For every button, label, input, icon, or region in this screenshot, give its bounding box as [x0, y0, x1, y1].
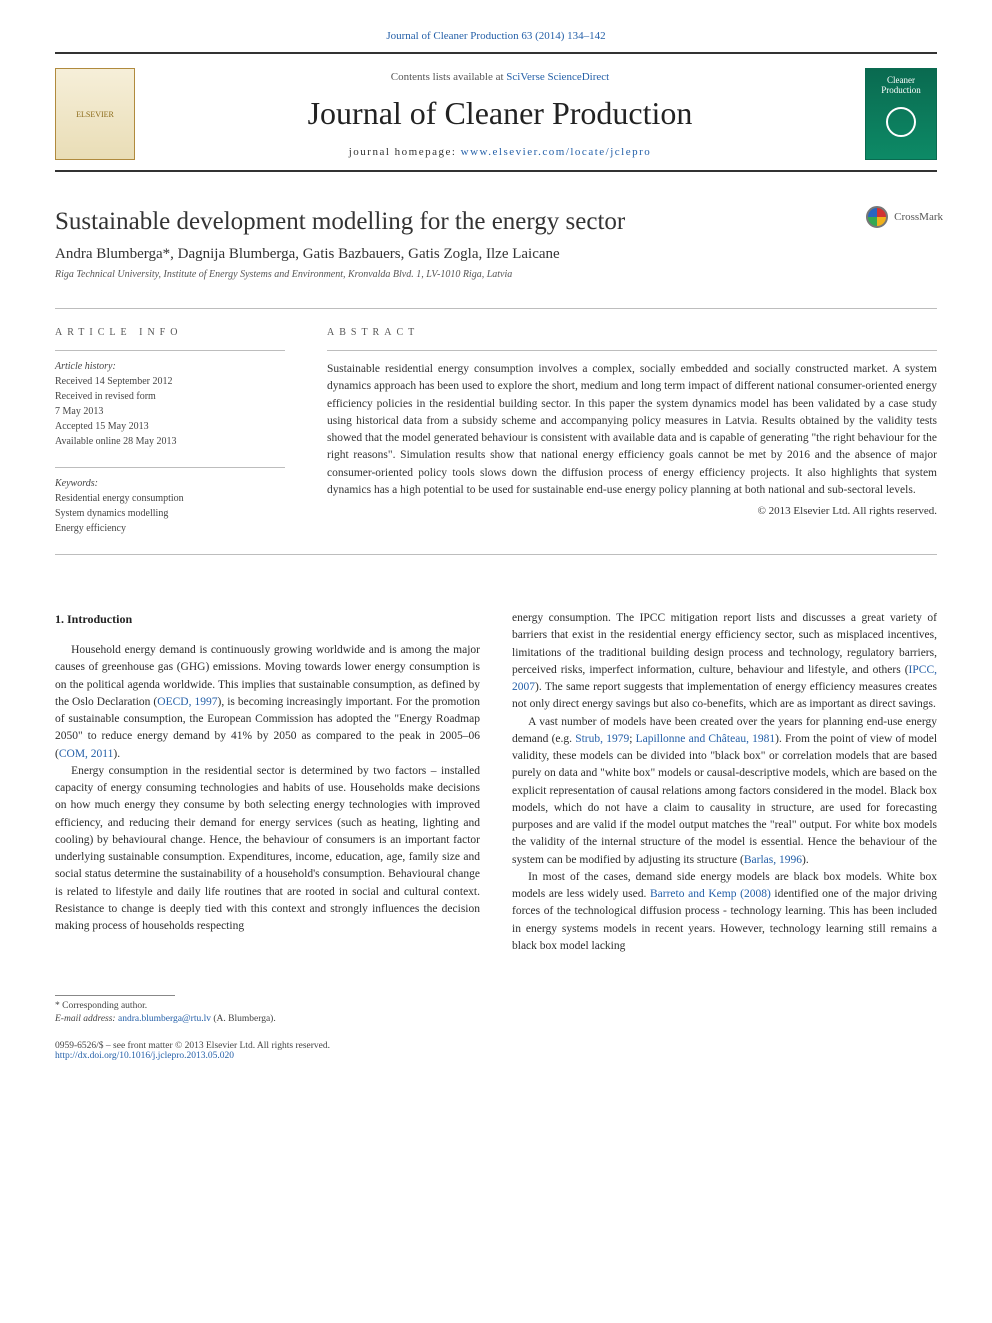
sciencedirect-link[interactable]: SciVerse ScienceDirect	[506, 71, 609, 83]
cover-line2: Production	[881, 85, 921, 95]
meta-row: ARTICLE INFO Article history: Received 1…	[55, 327, 937, 536]
paragraph: In most of the cases, demand side energy…	[512, 869, 937, 955]
history-accepted: Accepted 15 May 2013	[55, 419, 285, 434]
column-left: 1. Introduction Household energy demand …	[55, 610, 480, 955]
history-online: Available online 28 May 2013	[55, 434, 285, 449]
abstract-copyright: © 2013 Elsevier Ltd. All rights reserved…	[327, 505, 937, 517]
article-title: Sustainable development modelling for th…	[55, 208, 937, 236]
paragraph: A vast number of models have been create…	[512, 714, 937, 869]
section-heading: 1. Introduction	[55, 610, 480, 628]
email-tail: (A. Blumberga).	[211, 1014, 276, 1024]
keywords-block: Keywords: Residential energy consumption…	[55, 467, 285, 536]
history-block: Article history: Received 14 September 2…	[55, 350, 285, 449]
divider	[55, 554, 937, 555]
journal-name: Journal of Cleaner Production	[153, 95, 847, 132]
citation-link[interactable]: Lapillonne and Château, 1981	[636, 733, 776, 745]
contents-line: Contents lists available at SciVerse Sci…	[153, 71, 847, 83]
history-received: Received 14 September 2012	[55, 374, 285, 389]
keyword-3: Energy efficiency	[55, 521, 285, 536]
abstract-column: ABSTRACT Sustainable residential energy …	[327, 327, 937, 536]
cover-line1: Cleaner	[887, 75, 915, 85]
elsevier-logo-label: ELSEVIER	[76, 110, 114, 119]
citation-link[interactable]: OECD, 1997	[157, 696, 217, 708]
citation-link[interactable]: COM, 2011	[59, 748, 114, 760]
homepage-link[interactable]: www.elsevier.com/locate/jclepro	[461, 146, 652, 158]
citation-link[interactable]: Strub, 1979	[575, 733, 629, 745]
keywords-label: Keywords:	[55, 476, 285, 491]
front-matter-copyright: 0959-6526/$ – see front matter © 2013 El…	[55, 1041, 937, 1051]
cover-ring-icon	[886, 107, 916, 137]
article-info-column: ARTICLE INFO Article history: Received 1…	[55, 327, 285, 536]
keyword-2: System dynamics modelling	[55, 506, 285, 521]
author-list: Andra Blumberga*, Dagnija Blumberga, Gat…	[55, 246, 937, 263]
abstract-label: ABSTRACT	[327, 327, 937, 338]
journal-cover-thumbnail: Cleaner Production	[865, 68, 937, 160]
title-block: CrossMark Sustainable development modell…	[55, 208, 937, 280]
contents-prefix: Contents lists available at	[391, 71, 506, 83]
abstract-text: Sustainable residential energy consumpti…	[327, 350, 937, 499]
affiliation: Riga Technical University, Institute of …	[55, 269, 937, 280]
history-revised-2: 7 May 2013	[55, 404, 285, 419]
crossmark-badge[interactable]: CrossMark	[866, 206, 943, 228]
email-line: E-mail address: andra.blumberga@rtu.lv (…	[55, 1013, 937, 1026]
doi-link[interactable]: http://dx.doi.org/10.1016/j.jclepro.2013…	[55, 1051, 937, 1061]
crossmark-label: CrossMark	[894, 211, 943, 223]
footer: * Corresponding author. E-mail address: …	[55, 995, 937, 1061]
citation-link[interactable]: Barlas, 1996	[744, 854, 802, 866]
history-revised-1: Received in revised form	[55, 389, 285, 404]
masthead-center: Contents lists available at SciVerse Sci…	[153, 71, 847, 158]
corresponding-author-note: * Corresponding author.	[55, 1000, 937, 1013]
keyword-1: Residential energy consumption	[55, 491, 285, 506]
paragraph: Energy consumption in the residential se…	[55, 763, 480, 936]
divider	[55, 308, 937, 309]
email-label: E-mail address:	[55, 1014, 118, 1024]
crossmark-icon	[866, 206, 888, 228]
journal-homepage: journal homepage: www.elsevier.com/locat…	[153, 146, 847, 158]
paragraph: energy consumption. The IPCC mitigation …	[512, 610, 937, 714]
top-citation: Journal of Cleaner Production 63 (2014) …	[55, 30, 937, 42]
body-columns: 1. Introduction Household energy demand …	[55, 610, 937, 955]
article-info-label: ARTICLE INFO	[55, 327, 285, 338]
footnote-rule	[55, 995, 175, 996]
masthead: ELSEVIER Contents lists available at Sci…	[55, 52, 937, 172]
paragraph: Household energy demand is continuously …	[55, 642, 480, 763]
author-email-link[interactable]: andra.blumberga@rtu.lv	[118, 1014, 211, 1024]
history-label: Article history:	[55, 359, 285, 374]
homepage-prefix: journal homepage:	[349, 146, 461, 158]
citation-link[interactable]: Barreto and Kemp (2008)	[650, 888, 771, 900]
elsevier-logo: ELSEVIER	[55, 68, 135, 160]
column-right: energy consumption. The IPCC mitigation …	[512, 610, 937, 955]
